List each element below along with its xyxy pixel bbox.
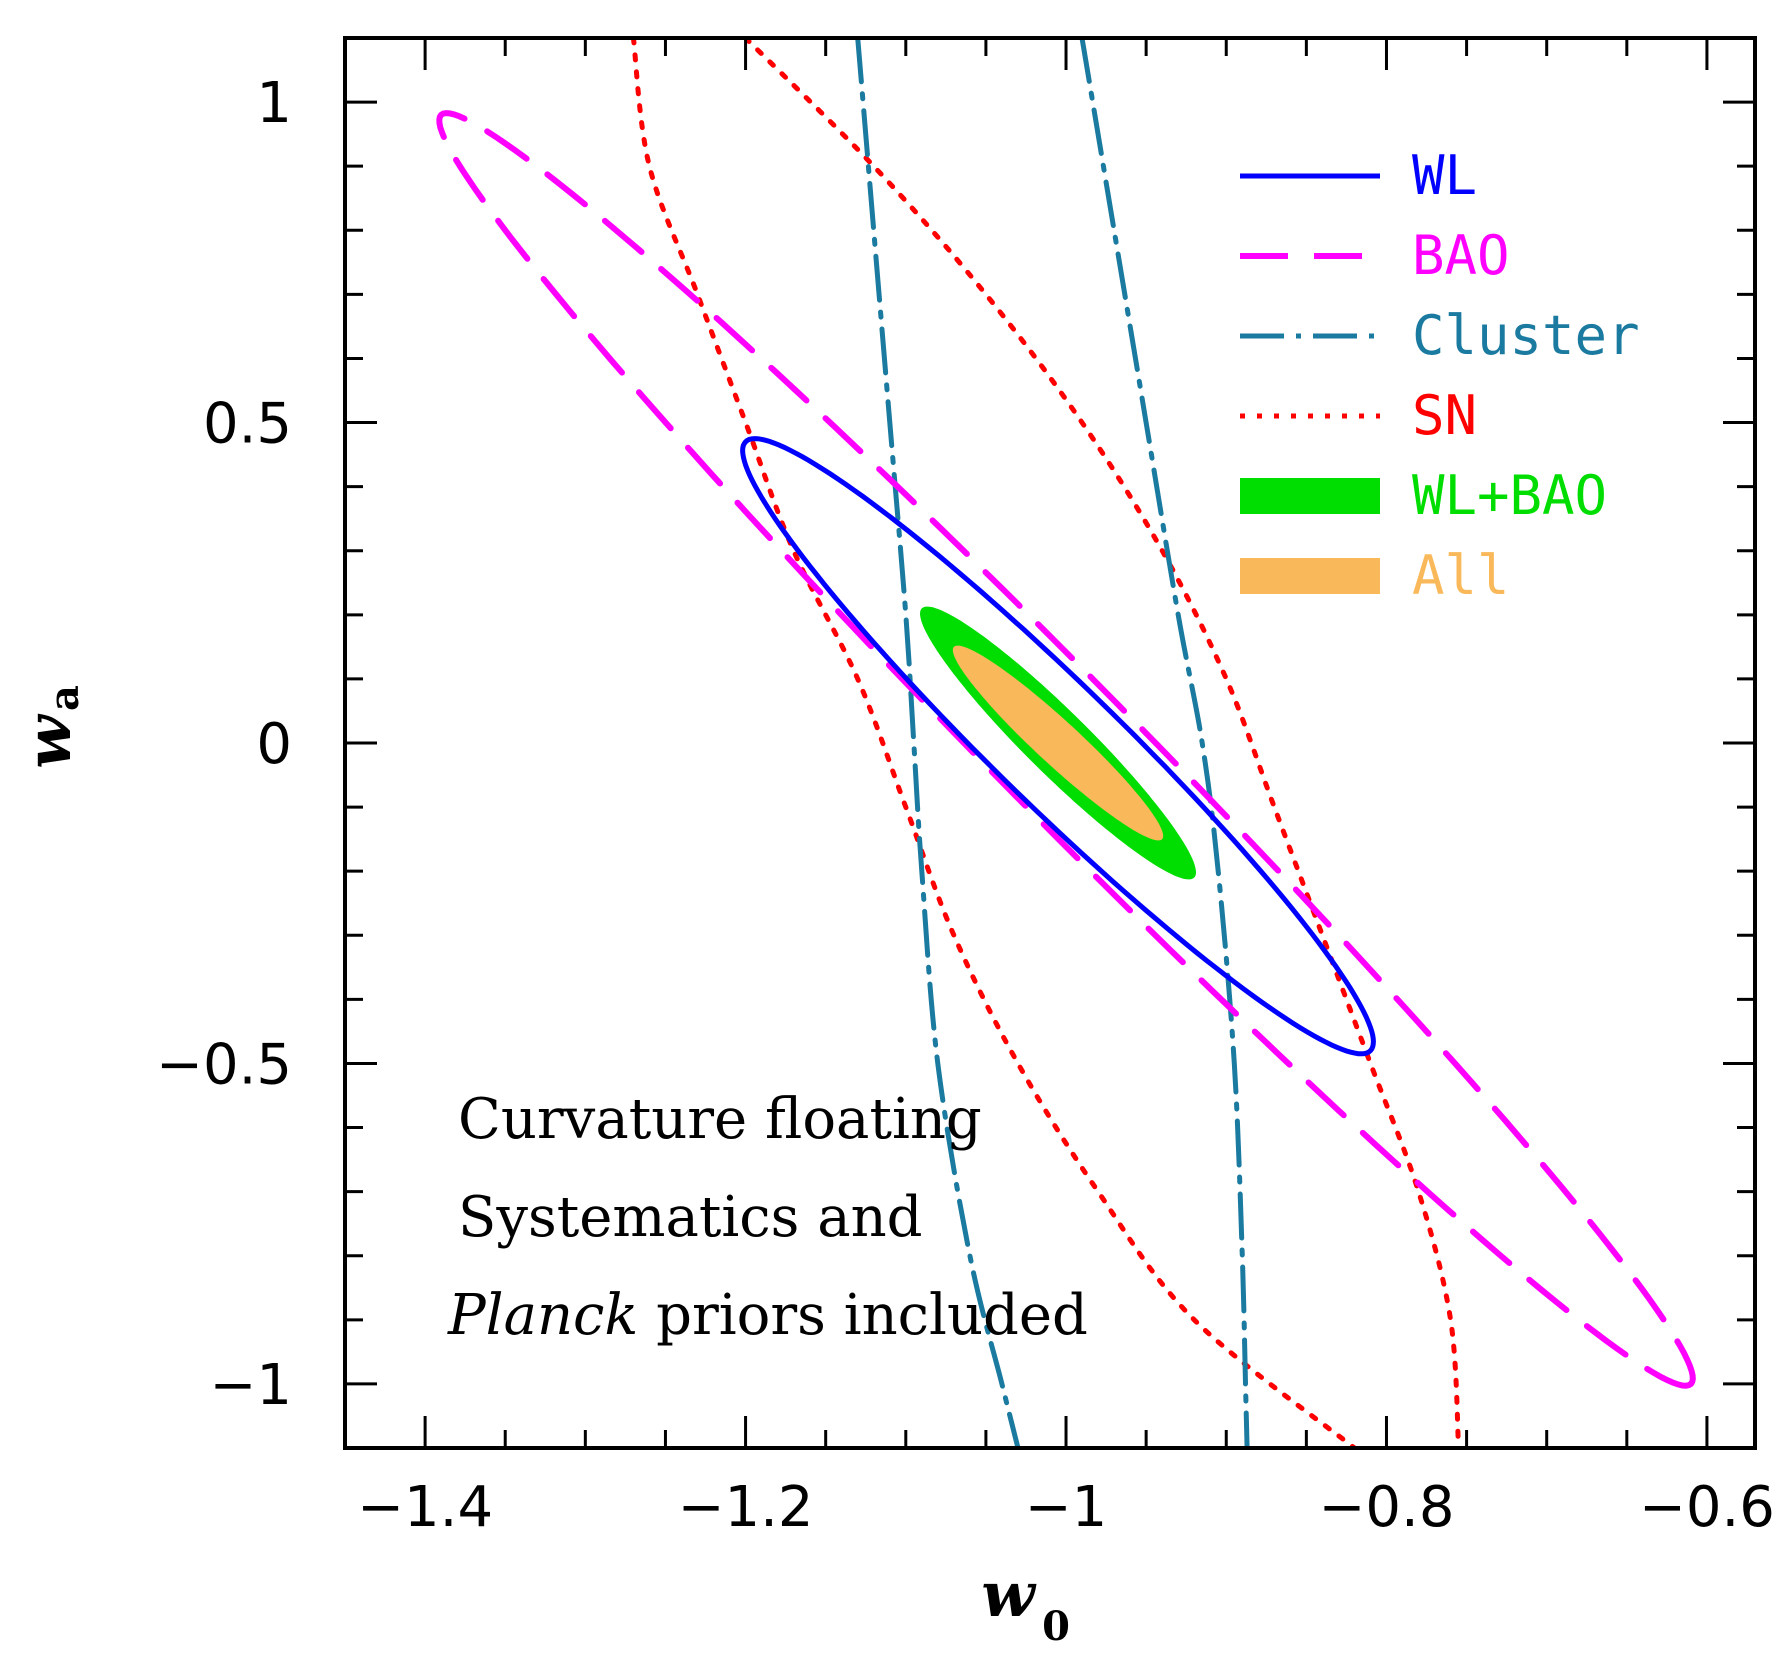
annotation-line-3-italic: Planck — [447, 1283, 638, 1348]
annotation-line-1: Curvature floating — [458, 1087, 982, 1152]
x-tick-labels: −1.4 −1.2 −1 −0.8 −0.6 — [357, 1475, 1775, 1540]
tick-marks — [343, 36, 1755, 1450]
legend-label-wl: WL — [1412, 144, 1477, 207]
y-axis-title: w — [12, 713, 85, 769]
y-tick-label: −1 — [209, 1353, 292, 1418]
cluster-contour-right — [1079, 38, 1250, 1448]
sn-contour-right — [743, 38, 1462, 1448]
legend: WL BAO Cluster SN WL+BAO All — [1240, 144, 1640, 607]
sn-contour-left — [630, 38, 1357, 1448]
legend-swatch-all — [1240, 558, 1380, 594]
y-axis-title-group: w a — [12, 685, 88, 769]
legend-label-wl-bao: WL+BAO — [1412, 464, 1607, 527]
contour-layer — [436, 38, 1696, 1448]
legend-swatch-wl-bao — [1240, 478, 1380, 514]
x-axis-title-subscript: 0 — [1042, 1603, 1070, 1650]
annotation-line-3-rest: priors included — [638, 1283, 1088, 1348]
y-tick-labels: 1 0.5 0 −0.5 −1 — [156, 71, 292, 1418]
legend-label-all: All — [1412, 544, 1510, 607]
y-tick-label: 0.5 — [203, 392, 292, 457]
y-tick-label: 0 — [256, 712, 292, 777]
cluster-contour-left — [855, 38, 1021, 1448]
bao-contour — [436, 110, 1696, 1389]
x-tick-label: −0.8 — [1318, 1475, 1454, 1540]
y-axis-title-subscript: a — [41, 685, 88, 711]
legend-label-cluster: Cluster — [1412, 304, 1640, 367]
x-tick-label: −1.4 — [357, 1475, 493, 1540]
annotation-line-2: Systematics and — [458, 1185, 923, 1250]
legend-label-sn: SN — [1412, 384, 1477, 447]
all-contour — [952, 645, 1164, 841]
x-tick-label: −1 — [1025, 1475, 1108, 1540]
wl-contour — [740, 436, 1376, 1057]
legend-label-bao: BAO — [1412, 224, 1510, 287]
y-tick-label: −0.5 — [156, 1032, 292, 1097]
x-tick-label: −1.2 — [678, 1475, 814, 1540]
y-tick-label: 1 — [256, 71, 292, 136]
x-tick-label: −0.6 — [1639, 1475, 1775, 1540]
x-axis-title: w — [981, 1558, 1037, 1631]
annotation-line-3: Planck priors included — [447, 1283, 1088, 1348]
annotation-block: Curvature floating Systematics and Planc… — [447, 1087, 1088, 1348]
